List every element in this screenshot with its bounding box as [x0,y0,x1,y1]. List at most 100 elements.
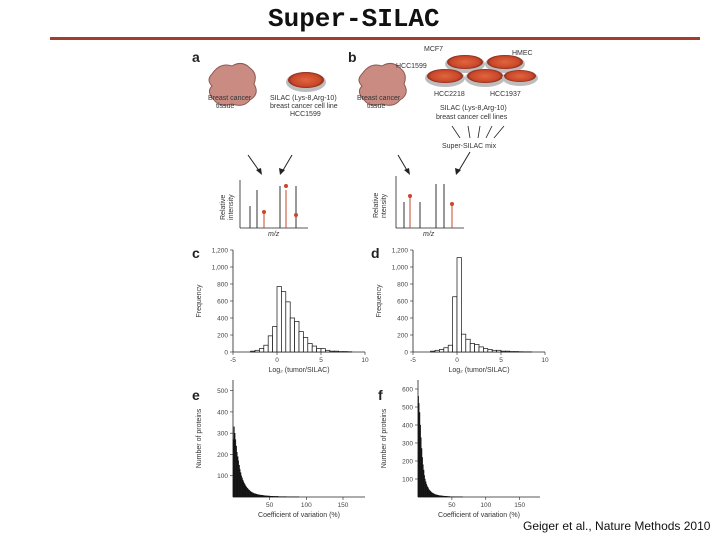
svg-text:Super-SILAC mix: Super-SILAC mix [442,143,497,150]
cell-line-dishes [425,55,538,87]
bar-c-0 [250,350,256,353]
svg-text:breast cancer cell line: breast cancer cell line [270,103,338,110]
bar-d-9 [469,343,475,353]
ytick-d-3: 600 [397,299,408,306]
bar-d-13 [487,349,493,353]
ytick-e-3: 400 [217,409,228,416]
ytick-f-5: 600 [402,387,413,394]
bar-c-15 [316,348,322,353]
svg-text:tissue: tissue [367,103,385,110]
spectrum-b: Relative ntensity m/z [373,176,464,238]
xtick-f-2: 150 [514,502,525,509]
bar-d-1 [434,349,440,353]
svg-text:HCC1937: HCC1937 [490,91,521,98]
ytick-c-0: 0 [224,350,228,357]
bar-c-16 [320,348,326,353]
ytick-c-4: 800 [217,282,228,289]
xlabel-d: Log₂ (tumor/SILAC) [448,367,509,374]
ytick-c-1: 200 [217,333,228,340]
xtick-d-0: -5 [410,357,416,364]
bar-d-10 [474,344,480,353]
bar-c-14 [311,345,317,353]
ylabel-f: Number of proteins [381,408,388,468]
ytick-d-5: 1,000 [392,265,409,272]
tissue-a-icon [208,62,257,106]
xtick-e-1: 100 [301,502,312,509]
svg-text:ntensity: ntensity [381,193,388,218]
bar-d-7 [461,333,467,353]
tissue-b-icon [358,62,407,106]
bar-c-9 [289,317,295,353]
bar-c-4 [267,335,273,353]
svg-text:HCC1599: HCC1599 [290,111,321,118]
bar-d-0 [430,350,436,353]
svg-text:breast cancer cell lines: breast cancer cell lines [436,114,508,121]
ytick-f-1: 200 [402,459,413,466]
xtick-d-1: 0 [455,357,459,364]
ytick-f-0: 100 [402,477,413,484]
bar-c-12 [303,337,309,353]
svg-text:Breast cancer: Breast cancer [357,95,401,102]
xlabel-f: Coefficient of variation (%) [438,512,520,519]
bar-d-6 [456,257,462,353]
xtick-f-1: 100 [480,502,491,509]
ytick-c-2: 400 [217,316,228,323]
xtick-d-2: 5 [499,357,503,364]
bar-c-11 [298,331,304,353]
panel-e-letter: e [192,387,200,403]
ytick-f-2: 300 [402,441,413,448]
bar-d-15 [496,349,502,353]
svg-text:HCC1599: HCC1599 [396,63,427,70]
ytick-f-3: 400 [402,423,413,430]
panel-f-letter: f [378,387,383,403]
ylabel-d: Frequency [376,284,383,318]
bar-c-19 [333,350,339,353]
slide-title: Super-SILAC [268,4,440,34]
svg-text:intensity: intensity [228,194,235,220]
xtick-f-0: 50 [448,502,456,509]
ytick-c-5: 1,000 [212,265,229,272]
xtick-e-2: 150 [338,502,349,509]
bar-d-5 [452,296,458,353]
ytick-d-1: 200 [397,333,408,340]
bar-d-8 [465,338,471,353]
xtick-e-0: 50 [266,502,274,509]
xlabel-c: Log₂ (tumor/SILAC) [268,367,329,374]
bar-c-5 [272,326,278,353]
svg-text:Relative: Relative [220,195,227,220]
xtick-c-1: 0 [275,357,279,364]
xlabel-e: Coefficient of variation (%) [258,512,340,519]
citation: Geiger et al., Nature Methods 2010 [523,519,711,533]
ylabel-c: Frequency [196,284,203,318]
bar-d-2 [439,349,445,353]
bar-c-18 [329,350,335,353]
ytick-e-1: 200 [217,452,228,459]
xtick-c-2: 5 [319,357,323,364]
ytick-d-6: 1,200 [392,248,409,255]
xtick-c-0: -5 [230,357,236,364]
svg-text:SILAC (Lys-8,Arg-10): SILAC (Lys-8,Arg-10) [270,95,337,102]
bar-d-11 [478,346,484,353]
bar-c-1 [254,349,260,353]
svg-text:Breast cancer: Breast cancer [208,95,252,102]
ytick-e-2: 300 [217,431,228,438]
bar-c-6 [276,286,282,353]
panel-c-letter: c [192,245,200,261]
bar-d-4 [447,344,453,353]
bar-d-12 [483,348,489,353]
panel-b-letter: b [348,49,357,65]
bar-c-3 [263,344,269,353]
spectrum-a: Relative intensity m/z [220,180,308,238]
svg-text:HMEC: HMEC [512,50,533,57]
bar-d-17 [505,350,511,353]
ylabel-e: Number of proteins [196,408,203,468]
bar-c-2 [259,348,265,353]
svg-text:HCC2218: HCC2218 [434,91,465,98]
bar-d-16 [500,350,506,353]
xtick-d-3: 10 [541,357,549,364]
xtick-c-3: 10 [361,357,369,364]
svg-text:SILAC (Lys-8,Arg-10): SILAC (Lys-8,Arg-10) [440,105,507,112]
